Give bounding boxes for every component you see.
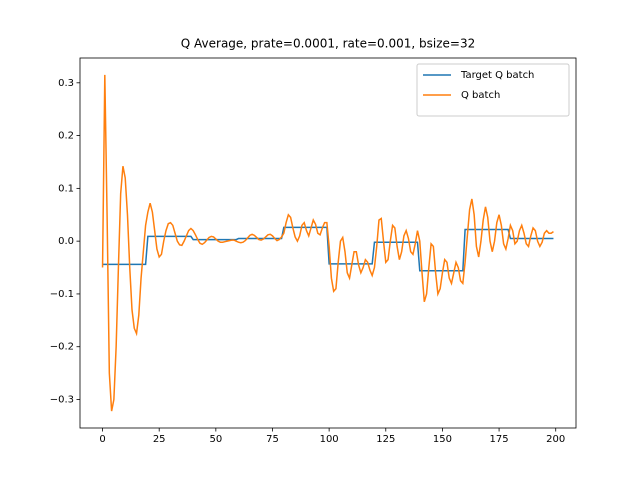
series-line (102, 226, 554, 272)
x-tick-label: 175 (490, 434, 509, 445)
y-tick-label: 0.0 (58, 236, 74, 247)
series-line (101, 74, 554, 412)
y-tick-label: 0.3 (58, 78, 74, 89)
plot-frame (79, 57, 577, 429)
y-tick-label: −0.3 (50, 394, 74, 405)
x-tick-label: 200 (546, 434, 565, 445)
legend-box (416, 63, 570, 117)
y-tick-label: −0.1 (50, 289, 74, 300)
y-tick-label: 0.2 (58, 131, 74, 142)
legend-label: Q batch (461, 90, 500, 101)
x-tick-label: 100 (320, 434, 339, 445)
x-tick-label: 0 (99, 434, 105, 445)
chart-title: Q Average, prate=0.0001, rate=0.001, bsi… (181, 37, 475, 51)
x-tick-label: 150 (433, 434, 452, 445)
x-tick-label: 75 (266, 434, 279, 445)
legend-label: Target Q batch (460, 70, 534, 81)
x-tick-label: 125 (376, 434, 395, 445)
y-tick-label: −0.2 (50, 342, 74, 353)
legend: Target Q batch Q batch (416, 63, 570, 117)
x-tick-label: 25 (153, 434, 166, 445)
y-tick-label: 0.1 (58, 183, 74, 194)
x-tick-label: 50 (209, 434, 222, 445)
